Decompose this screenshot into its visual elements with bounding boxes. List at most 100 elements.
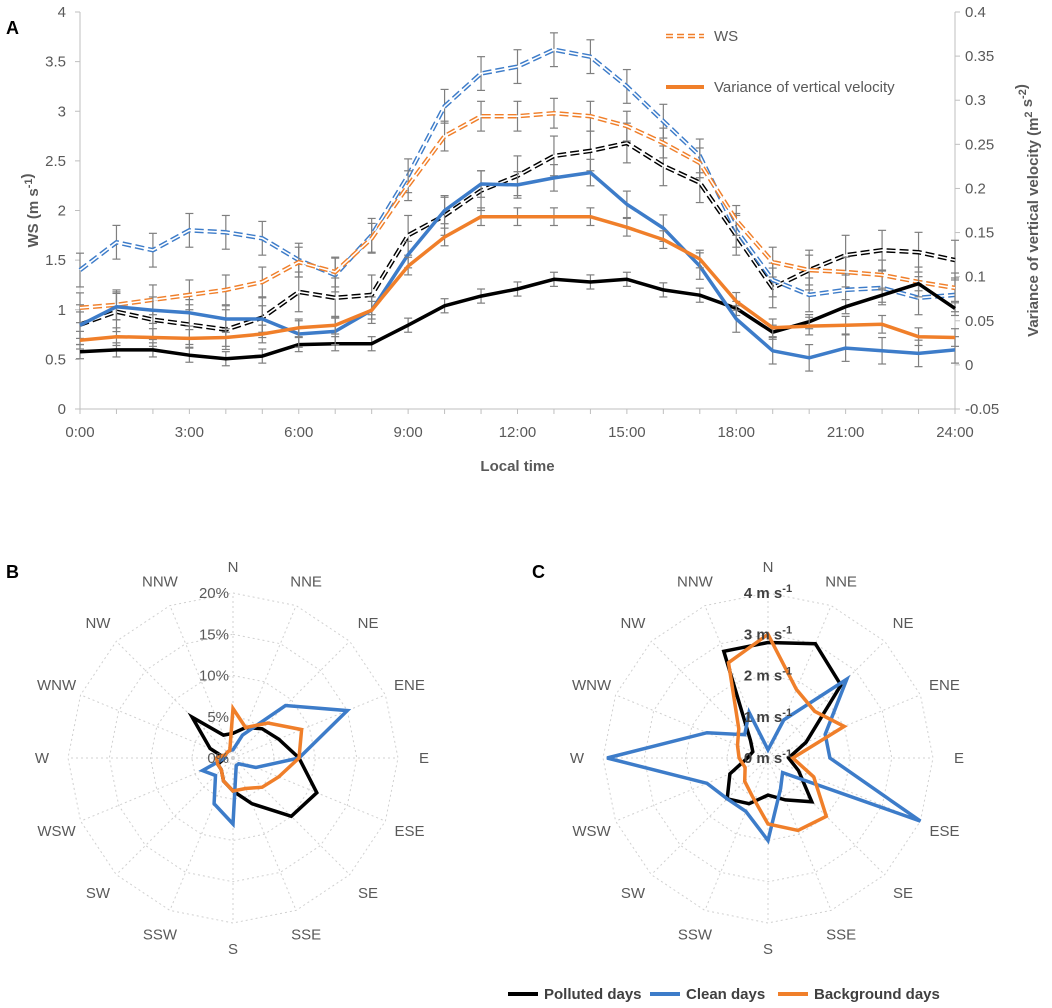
- direction-label: NE: [358, 615, 379, 632]
- y-left-tick-label: 0: [58, 401, 66, 418]
- direction-label: SSW: [678, 926, 713, 943]
- y-left-tick-label: 3.5: [45, 54, 66, 71]
- grid-ring: [67, 592, 399, 924]
- direction-label: NNW: [677, 574, 714, 591]
- direction-label: E: [419, 750, 429, 767]
- direction-label: NNW: [142, 574, 179, 591]
- grid-spoke: [232, 640, 351, 759]
- ring-label: 4 m s-1: [744, 583, 792, 602]
- direction-label: S: [228, 941, 238, 958]
- direction-label: SW: [621, 885, 646, 902]
- y-right-tick-label: 0.05: [965, 313, 994, 330]
- direction-label: ENE: [929, 677, 960, 694]
- direction-label: WNW: [37, 677, 77, 694]
- x-tick-label: 0:00: [65, 424, 94, 441]
- y-left-tick-label: 2: [58, 203, 66, 220]
- legend-ws-label: WS: [714, 28, 738, 45]
- x-tick-label: 3:00: [175, 424, 204, 441]
- legend-label-polluted: Polluted days: [544, 986, 642, 1003]
- ring-label: 0 m s-1: [744, 748, 792, 767]
- direction-label: WSW: [37, 823, 76, 840]
- y-left-tick-label: 1.5: [45, 252, 66, 269]
- legend-label-background: Background days: [814, 986, 940, 1003]
- grid-ring: [643, 633, 893, 883]
- legend-a: WS Variance of vertical velocity: [666, 28, 895, 96]
- direction-label: NW: [620, 615, 646, 632]
- series-background-solid: [76, 207, 959, 350]
- direction-label: NNE: [825, 574, 857, 591]
- direction-label: SSE: [291, 926, 321, 943]
- series-line: [79, 170, 956, 360]
- series-clean-solid: [76, 158, 959, 372]
- ring-label: 3 m s-1: [744, 624, 792, 643]
- x-tick-label: 18:00: [717, 424, 755, 441]
- radar-series-background: [214, 703, 304, 793]
- y-right-tick-label: 0.15: [965, 225, 994, 242]
- direction-label: S: [763, 941, 773, 958]
- x-tick-label: 24:00: [936, 424, 974, 441]
- x-tick-label: 6:00: [284, 424, 313, 441]
- line-chart-a: 0 0.5 1 1.5 2 2.5 3 3.5 4 -0.05 0 0.05 0.1 0.15 0.2 0.2…: [19, 4, 1042, 475]
- grid-ring: [108, 633, 358, 883]
- panel-label-c: C: [532, 562, 545, 582]
- ring-label: 2 m s-1: [744, 666, 792, 685]
- direction-label: WSW: [572, 823, 611, 840]
- radar-series-polluted: [721, 640, 843, 806]
- grid-spoke: [704, 757, 769, 911]
- direction-label: SW: [86, 885, 111, 902]
- direction-label: WNW: [572, 677, 612, 694]
- ring-label: 1 m s-1: [744, 707, 792, 726]
- direction-label: NW: [85, 615, 111, 632]
- radar-chart-b: N NNE NE ENE E ESE SE SSE S SSW SW WSW W WNW NW NNW 0% 5%…: [35, 559, 429, 958]
- y-left-tick-label: 4: [58, 4, 66, 21]
- y-right-tick-label: -0.05: [965, 401, 999, 418]
- series-background-dashed: [76, 97, 959, 324]
- x-tick-label: 9:00: [394, 424, 423, 441]
- x-tick-label: 12:00: [499, 424, 537, 441]
- y-right-tick-label: 0.2: [965, 180, 986, 197]
- direction-label: W: [35, 750, 50, 767]
- ring-label: 15%: [199, 626, 229, 643]
- ring-label: 10%: [199, 668, 229, 685]
- direction-label: SSW: [143, 926, 178, 943]
- panel-label-b: B: [6, 562, 19, 582]
- legend-label-clean: Clean days: [686, 986, 765, 1003]
- y-left-tick-label: 2.5: [45, 153, 66, 170]
- grid-ring: [149, 674, 317, 842]
- direction-label: SSE: [826, 926, 856, 943]
- direction-label: ESE: [929, 823, 959, 840]
- direction-label: NE: [893, 615, 914, 632]
- y-right-axis-title: Variance of vertical velocity (m2 s-2): [1013, 84, 1042, 337]
- grid-ring: [684, 674, 852, 842]
- x-axis-title: Local time: [480, 458, 554, 475]
- direction-label: SE: [358, 885, 378, 902]
- direction-label: N: [763, 559, 774, 576]
- direction-label: W: [570, 750, 585, 767]
- y-left-tick-label: 3: [58, 103, 66, 120]
- direction-label: SE: [893, 885, 913, 902]
- y-right-tick-label: 0.25: [965, 136, 994, 153]
- direction-label: E: [954, 750, 964, 767]
- panel-label-a: A: [6, 18, 19, 38]
- series-line-core: [79, 112, 956, 309]
- series-line: [79, 214, 956, 342]
- legend-variance-label: Variance of vertical velocity: [714, 79, 895, 96]
- radar-chart-c: N NNE NE ENE E ESE SE SSE S SSW SW WSW W WNW NW NNW 0 m …: [570, 559, 964, 958]
- y-right-tick-label: 0: [965, 357, 973, 374]
- radar-series-background: [726, 631, 848, 833]
- ring-label: 0%: [207, 750, 229, 767]
- y-left-axis-title: WS (m s-1): [19, 174, 42, 248]
- direction-label: N: [228, 559, 239, 576]
- x-tick-label: 15:00: [608, 424, 646, 441]
- ring-label: 20%: [199, 585, 229, 602]
- x-tick-label: 21:00: [827, 424, 865, 441]
- ring-label: 5%: [207, 709, 229, 726]
- direction-label: ESE: [394, 823, 424, 840]
- grid-ring: [602, 592, 934, 924]
- y-right-tick-label: 0.1: [965, 269, 986, 286]
- y-right-tick-label: 0.35: [965, 48, 994, 65]
- y-left-tick-label: 0.5: [45, 351, 66, 368]
- direction-label: ENE: [394, 677, 425, 694]
- series-line-core: [79, 48, 956, 299]
